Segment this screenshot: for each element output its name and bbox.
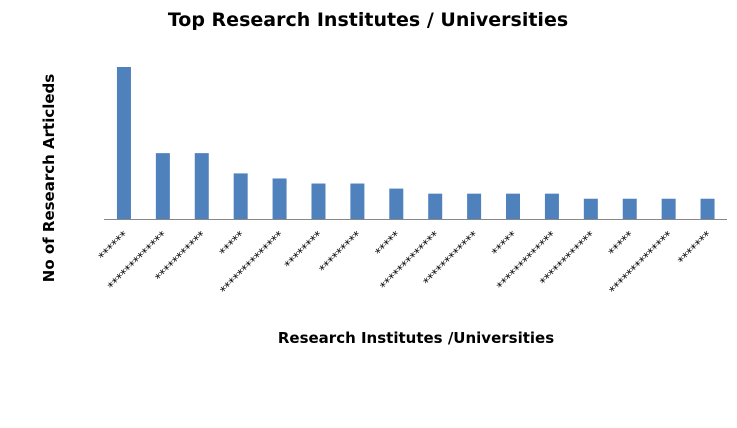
bar: [389, 188, 404, 219]
x-tick-label: *********: [316, 228, 364, 276]
x-tick-label: *****: [372, 228, 403, 259]
chart-title: Top Research Institutes / Universities: [168, 9, 568, 31]
bar: [272, 178, 287, 219]
bar: [428, 193, 443, 219]
x-axis-title: Research Institutes /Universities: [278, 329, 554, 347]
y-axis-title: No of Research Articleds: [40, 74, 58, 283]
bar: [506, 193, 521, 219]
bar: [116, 67, 131, 219]
bar: [350, 183, 365, 219]
x-tick-label: *****: [489, 228, 520, 259]
bar: [544, 193, 559, 219]
x-tick-label: *****: [217, 228, 248, 259]
bar: [622, 198, 637, 219]
bar: [467, 193, 482, 219]
bar: [233, 173, 248, 219]
x-tick-label: *******: [675, 228, 715, 268]
x-tick-label: ******: [96, 228, 131, 263]
x-tick-label: *****: [606, 228, 637, 259]
bar: [155, 153, 170, 219]
bar: [194, 153, 209, 219]
bar: [311, 183, 326, 219]
bar: [700, 198, 715, 219]
bar: [661, 198, 676, 219]
bar: [583, 198, 598, 219]
